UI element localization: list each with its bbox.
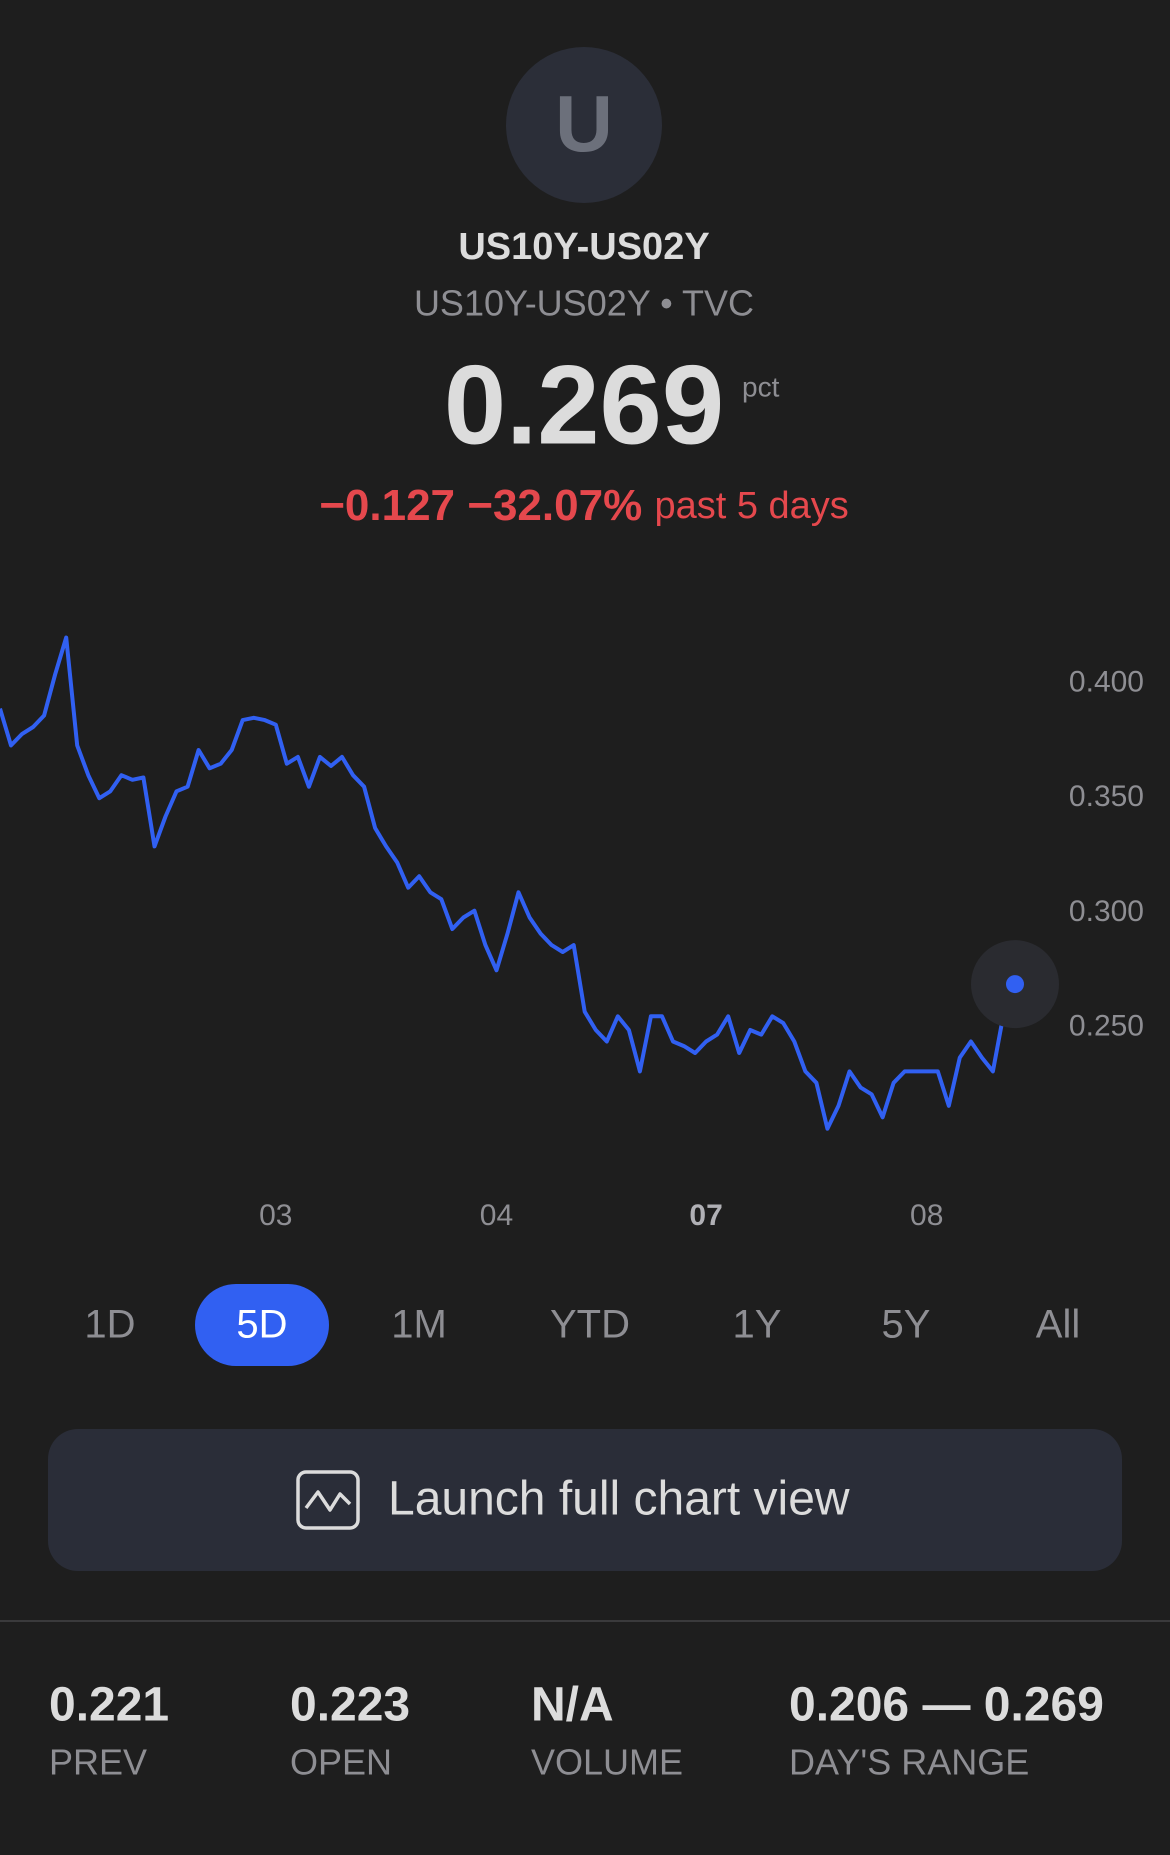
- y-tick-label: 0.250: [1069, 1010, 1144, 1043]
- symbol-title: US10Y-US02Y: [458, 226, 709, 268]
- y-tick-label: 0.300: [1069, 895, 1144, 928]
- price-line: [0, 635, 1017, 1131]
- stat-value: 0.206 — 0.269: [789, 1679, 1104, 1732]
- x-tick-label: 07: [689, 1199, 722, 1232]
- stat-label: OPEN: [290, 1742, 392, 1783]
- range-option[interactable]: 5D: [236, 1303, 287, 1347]
- x-tick-label: 04: [480, 1199, 513, 1232]
- range-option[interactable]: YTD: [550, 1303, 630, 1347]
- price: 0.269: [444, 343, 724, 468]
- price-unit: pct: [742, 371, 780, 402]
- last-point: [1006, 975, 1024, 994]
- chart-icon: [296, 1470, 360, 1530]
- range-pill[interactable]: [195, 1284, 329, 1366]
- stat-value: N/A: [531, 1679, 614, 1732]
- change: −0.127: [319, 481, 455, 530]
- launch-button[interactable]: [48, 1429, 1122, 1571]
- change-percent: −32.07%: [467, 481, 642, 530]
- launch-button-label: Launch full chart view: [388, 1473, 850, 1526]
- change-line: −0.127 −32.07% past 5 days: [319, 481, 849, 530]
- x-tick-label: 03: [259, 1199, 292, 1232]
- range-option[interactable]: 1M: [391, 1303, 447, 1347]
- stat-value: 0.221: [49, 1679, 169, 1732]
- range-selector: 1D 5D 1M YTD 1Y 5Y All: [84, 1284, 1080, 1366]
- symbol-subtitle: US10Y-US02Y • TVC: [414, 283, 754, 324]
- range-option[interactable]: 1D: [84, 1303, 135, 1347]
- range-option[interactable]: 1Y: [733, 1303, 782, 1347]
- range-option[interactable]: All: [1036, 1303, 1080, 1347]
- range-option[interactable]: 5Y: [882, 1303, 931, 1347]
- y-tick-label: 0.350: [1069, 780, 1144, 813]
- stat-label: VOLUME: [531, 1742, 683, 1783]
- stat-label: DAY'S RANGE: [789, 1742, 1029, 1783]
- period: past 5 days: [654, 485, 848, 527]
- stat-value: 0.223: [290, 1679, 410, 1732]
- chart: 0.250 0.300 0.350 0.400 03 04 07 08: [0, 635, 1144, 1232]
- x-tick-label: 08: [910, 1199, 943, 1232]
- y-tick-label: 0.400: [1069, 665, 1144, 698]
- chart-icon-line: [304, 1490, 352, 1512]
- stats: 0.221 PREV 0.223 OPEN N/A VOLUME 0.206 — 0.269…: [49, 1679, 1104, 1783]
- avatar-letter: U: [555, 79, 613, 168]
- stat-label: PREV: [49, 1742, 147, 1783]
- avatar: [506, 47, 662, 203]
